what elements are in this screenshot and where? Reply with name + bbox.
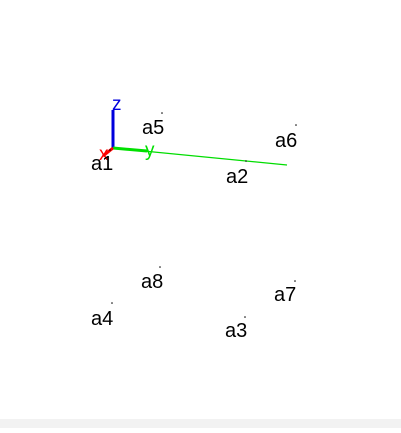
bottom-strip bbox=[0, 419, 401, 428]
point-a7-marker bbox=[294, 280, 296, 282]
point-a2: a2 bbox=[226, 160, 248, 188]
point-a6: a6 bbox=[275, 124, 297, 152]
point-a1-marker bbox=[109, 149, 111, 151]
point-a7-label: a7 bbox=[274, 284, 296, 306]
point-a4: a4 bbox=[91, 302, 113, 330]
point-a3-label: a3 bbox=[225, 320, 247, 342]
point-a8-marker bbox=[159, 266, 161, 268]
point-a4-label: a4 bbox=[91, 308, 113, 330]
point-a1: a1 bbox=[91, 149, 113, 175]
point-a3: a3 bbox=[225, 316, 247, 342]
point-a2-label: a2 bbox=[226, 166, 248, 188]
point-a1-label: a1 bbox=[91, 153, 113, 175]
point-a8-label: a8 bbox=[141, 271, 163, 293]
point-a6-label: a6 bbox=[275, 130, 297, 152]
y-axis-line bbox=[112, 146, 148, 153]
point-a5-marker bbox=[161, 112, 163, 114]
point-a5-label: a5 bbox=[142, 117, 164, 139]
point-a8: a8 bbox=[141, 266, 163, 293]
point-a7: a7 bbox=[274, 280, 296, 306]
y-axis-label: y bbox=[145, 140, 155, 161]
x-axis-line bbox=[102, 146, 114, 158]
z-axis-label: z bbox=[112, 94, 122, 115]
point-a5: a5 bbox=[142, 112, 164, 139]
point-a2-marker bbox=[245, 160, 247, 162]
point-a6-marker bbox=[295, 124, 297, 126]
point-a4-marker bbox=[111, 302, 113, 304]
x-axis-label: x bbox=[99, 144, 109, 165]
point-a3-marker bbox=[244, 316, 246, 318]
